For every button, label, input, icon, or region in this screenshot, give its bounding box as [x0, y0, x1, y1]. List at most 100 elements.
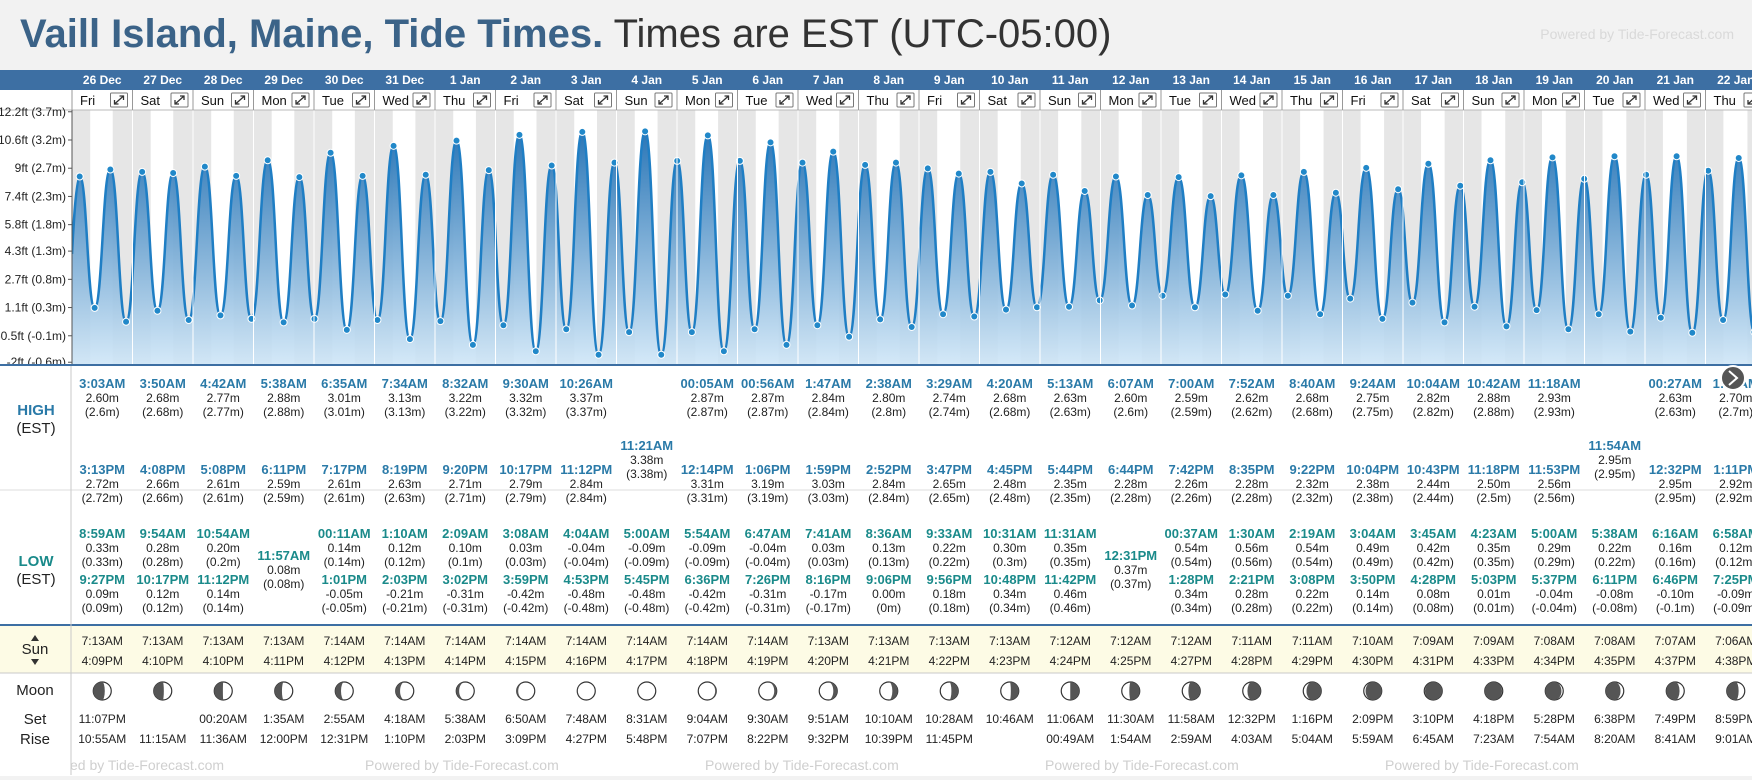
tide-extreme-point [436, 317, 445, 326]
tide-extreme-point [421, 170, 430, 179]
moonset-time: 1:35AM [263, 712, 304, 726]
moonrise-time: 10:39PM [865, 732, 913, 746]
tide-extreme-point [1174, 173, 1183, 182]
high-tide-height: 2.80m [872, 391, 905, 405]
high-tide-height: 2.50m [1477, 477, 1510, 491]
high-tide-height: 2.66m [146, 477, 179, 491]
high-tide-time: 8:19PM [382, 462, 428, 477]
moon-shadow [214, 682, 224, 700]
moonrise-time: 10:55AM [78, 732, 126, 746]
table-background [0, 366, 1752, 776]
low-tide-height: 0.34m [1175, 587, 1208, 601]
tide-extreme-point [970, 312, 979, 321]
tide-extreme-point [1548, 153, 1557, 162]
date-label: 3 Jan [571, 73, 602, 87]
high-tide-height: 2.26m [1175, 477, 1208, 491]
low-tide-height: -0.04m [1536, 587, 1573, 601]
weekday-label: Tue [1169, 93, 1191, 108]
high-tide-time: 10:43PM [1407, 462, 1460, 477]
tide-extreme-point [1316, 310, 1325, 319]
low-tide-time: 00:37AM [1165, 526, 1218, 541]
tide-extreme-point [657, 350, 666, 359]
moonset-time: 6:50AM [505, 712, 546, 726]
low-tide-height: 0.46m [1054, 587, 1087, 601]
moonrise-time: 11:36AM [200, 732, 247, 746]
low-tide-height-metric: (0.12m) [142, 601, 183, 615]
sunset-time: 4:13PM [384, 654, 425, 668]
low-tide-height-metric: (0.14m) [324, 555, 365, 569]
expand-icon [355, 95, 367, 105]
low-tide-height: -0.10m [1657, 587, 1694, 601]
low-tide-time: 11:42PM [1044, 572, 1096, 587]
high-tide-height-metric: (3.01m) [324, 405, 365, 419]
low-tide-height-metric: (0.35m) [1050, 555, 1091, 569]
high-tide-height-metric: (2.95m) [1655, 491, 1696, 505]
high-tide-time: 8:32AM [442, 376, 488, 391]
low-tide-height: 0.12m [1719, 541, 1752, 555]
high-tide-height: 2.32m [1296, 477, 1329, 491]
weekday-label: Mon [685, 93, 710, 108]
high-tide-height: 2.92m [1719, 477, 1752, 491]
low-tide-time: 9:27PM [79, 572, 125, 587]
low-tide-height: 0.35m [1054, 541, 1087, 555]
low-tide-height: -0.08m [1596, 587, 1633, 601]
high-tide-time: 5:08PM [200, 462, 246, 477]
tide-extreme-point [1221, 290, 1230, 299]
low-tide-height: -0.31m [447, 587, 484, 601]
high-tide-time: 11:54AM [1588, 438, 1641, 453]
tide-extreme-point [1656, 313, 1665, 322]
y-tick-label: 7.4ft (2.3m) [5, 189, 66, 203]
sunset-time: 4:18PM [687, 654, 728, 668]
low-tide-time: 6:58AM [1713, 526, 1752, 541]
low-tide-time: 10:17PM [136, 572, 189, 587]
high-tide-height: 3.22m [449, 391, 482, 405]
sunrise-time: 7:13AM [263, 634, 304, 648]
date-label: 19 Jan [1536, 73, 1573, 87]
low-tide-time: 8:59AM [79, 526, 125, 541]
date-label: 29 Dec [264, 73, 303, 87]
high-tide-height-metric: (3.37m) [566, 405, 607, 419]
low-tide-height: -0.48m [568, 587, 605, 601]
low-tide-height: -0.42m [689, 587, 726, 601]
high-tide-time: 2:52PM [866, 462, 912, 477]
high-tide-height-metric: (2.38m) [1352, 491, 1393, 505]
expand-icon [597, 95, 609, 105]
high-tide-time: 8:40AM [1289, 376, 1335, 391]
low-tide-height-metric: (0.33m) [82, 555, 123, 569]
sunset-time: 4:10PM [142, 654, 183, 668]
moonset-time: 12:32PM [1228, 712, 1276, 726]
low-tide-height: 0.34m [993, 587, 1026, 601]
tide-extreme-point [1237, 171, 1246, 180]
tide-extreme-point [1610, 152, 1619, 161]
moonset-label: Set [24, 711, 47, 728]
high-tide-time: 4:42AM [200, 376, 246, 391]
high-tide-height: 2.84m [570, 477, 603, 491]
low-tide-time: 3:50PM [1350, 572, 1396, 587]
low-tide-time: 9:06PM [866, 572, 912, 587]
sunrise-time: 7:11AM [1292, 634, 1332, 648]
expand-icon [1081, 95, 1093, 105]
low-tide-height-metric: (-0.48m) [564, 601, 609, 615]
tide-extreme-point [1017, 179, 1026, 188]
tide-extreme-point [782, 340, 791, 349]
moonset-time: 8:31AM [626, 712, 667, 726]
low-tide-time: 6:16AM [1652, 526, 1698, 541]
weekday-label: Sat [564, 93, 584, 108]
tide-chart-svg: 26 Dec Fri 27 Dec Sat 28 Dec Sun 29 Dec Mon 30 D… [0, 70, 1752, 776]
sunrise-time: 7:09AM [1473, 634, 1514, 648]
scroll-right-button[interactable] [1720, 365, 1746, 391]
low-tide-height: -0.48m [628, 587, 665, 601]
high-tide-height: 2.63m [1054, 391, 1087, 405]
low-tide-height-metric: (-0.04m) [1532, 601, 1577, 615]
moon-shadow [828, 682, 838, 700]
low-tide-height: 0.10m [449, 541, 482, 555]
high-tide-time: 6:35AM [321, 376, 367, 391]
moon-shadow [1484, 682, 1503, 700]
low-tide-height: 0.33m [86, 541, 119, 555]
sunset-time: 4:22PM [929, 654, 970, 668]
moon-phase-icon [637, 681, 657, 701]
low-tide-time: 2:21PM [1229, 572, 1275, 587]
